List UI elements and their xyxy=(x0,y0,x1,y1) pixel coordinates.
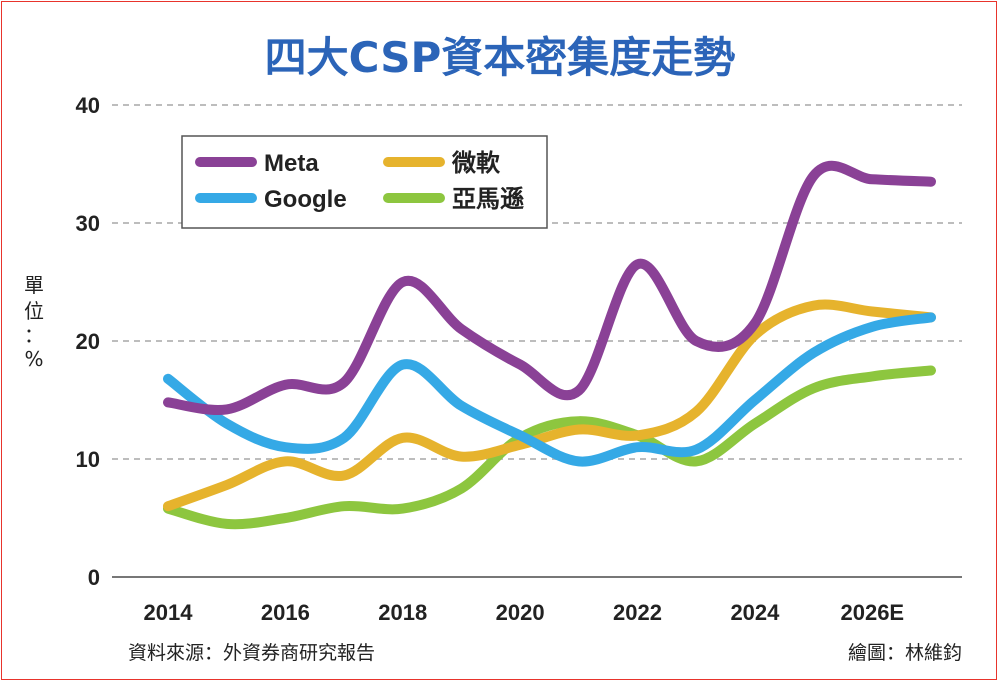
y-tick-label: 0 xyxy=(88,565,100,590)
x-tick-label: 2014 xyxy=(144,600,194,625)
series-line-meta xyxy=(163,160,936,416)
credit-note: 繪圖：林維鈞 xyxy=(848,642,962,664)
source-note: 資料來源：外資券商研究報告 xyxy=(128,642,375,664)
legend-label-amazon: 亞馬遜 xyxy=(452,186,524,213)
grid-lines xyxy=(112,104,962,578)
legend-label-google: Google xyxy=(264,186,347,213)
chart-title: 四大CSP資本密集度走勢 xyxy=(265,33,736,82)
y-axis-label: 單 位 ： % xyxy=(24,273,44,371)
x-tick-label: 2018 xyxy=(378,600,427,625)
legend: Meta 微軟 Google 亞馬遜 xyxy=(181,135,548,229)
legend-label-meta: Meta xyxy=(264,150,319,177)
legend-box xyxy=(181,135,548,229)
y-tick-label: 20 xyxy=(76,329,100,354)
series-line-microsoft xyxy=(163,299,936,512)
y-axis-label-char-1: 單 xyxy=(24,273,44,297)
y-tick-label: 30 xyxy=(76,211,100,236)
legend-label-microsoft: 微軟 xyxy=(451,149,501,177)
x-tick-label: 2026E xyxy=(840,600,904,625)
series-line-amazon xyxy=(163,365,936,530)
y-tick-label: 40 xyxy=(76,93,100,118)
y-tick-labels: 0 10 20 30 40 xyxy=(76,93,100,590)
series-lines xyxy=(163,160,936,530)
x-tick-labels: 2014 2016 2018 2020 2022 2024 2026E xyxy=(144,600,905,625)
x-tick-label: 2020 xyxy=(496,600,545,625)
y-axis-label-char-2: 位 xyxy=(24,299,44,323)
x-tick-label: 2024 xyxy=(730,600,780,625)
x-tick-label: 2022 xyxy=(613,600,662,625)
y-axis-label-char-4: % xyxy=(24,347,43,371)
x-tick-label: 2016 xyxy=(261,600,310,625)
series-line-google xyxy=(163,312,936,467)
y-tick-label: 10 xyxy=(76,447,100,472)
y-axis-label-char-3: ： xyxy=(24,323,44,347)
